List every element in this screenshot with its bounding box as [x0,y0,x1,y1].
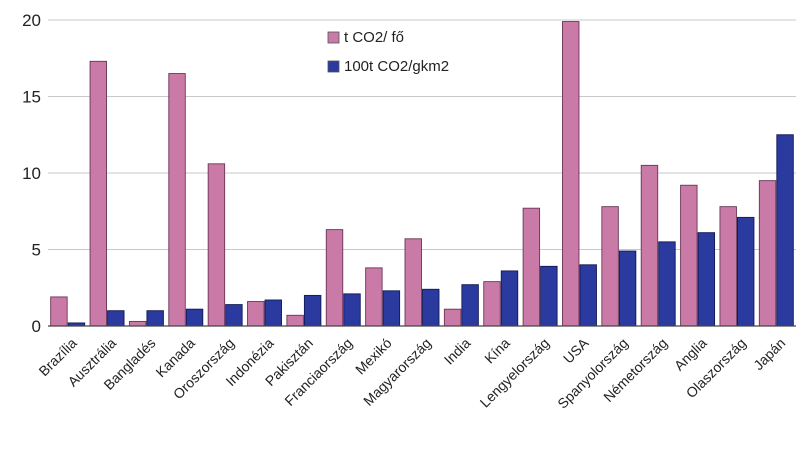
bar-series-2 [697,232,716,327]
bar-series-1 [443,308,462,327]
bar-series-2 [540,265,558,327]
bar-series-1 [50,296,68,327]
legend-label-series-1: t CO2/ fő [344,29,404,46]
bar-series-2 [658,241,676,327]
bar-series-2 [264,299,282,327]
bar-series-2 [146,310,164,327]
bar-series-2 [343,293,361,327]
y-ticks: 0 5 10 15 20 [22,11,41,336]
bars [50,21,794,327]
bar-series-2 [382,290,401,327]
bar-series-2 [618,250,637,327]
bar-series-1 [404,238,422,327]
bar-series-1 [168,73,186,327]
bar-series-2 [776,134,794,327]
legend-swatch-series-1 [327,31,340,44]
y-tick-label: 20 [22,11,41,30]
legend: t CO2/ fő 100t CO2/gkm2 [327,29,449,75]
bar-series-2 [185,308,204,327]
bar-series-2 [225,304,243,327]
bar-series-1 [365,267,383,327]
bar-series-2 [107,310,125,327]
bar-series-1 [562,21,580,327]
y-tick-label: 5 [32,241,41,260]
bar-series-1 [128,320,147,327]
bar-series-1 [89,60,108,327]
bar-series-1 [640,164,659,327]
bar-series-1 [522,207,541,327]
bar-series-2 [579,264,597,327]
bar-series-2 [461,284,479,327]
bar-series-1 [719,206,737,327]
bar-series-1 [325,229,344,327]
bar-series-2 [737,216,755,327]
bar-series-2 [303,294,322,327]
y-tick-label: 0 [32,317,41,336]
bar-series-1 [680,184,698,327]
legend-swatch-series-2 [327,60,340,73]
bar-series-2 [422,288,440,327]
y-tick-label: 10 [22,164,41,183]
bar-series-1 [207,163,226,327]
legend-label-series-2: 100t CO2/gkm2 [344,58,449,75]
y-tick-label: 15 [22,88,41,107]
bar-series-1 [758,180,777,327]
bar-series-1 [601,206,619,327]
bar-series-1 [247,301,265,327]
bar-series-2 [500,270,519,327]
bar-series-1 [483,281,501,327]
bar-series-1 [286,314,304,327]
